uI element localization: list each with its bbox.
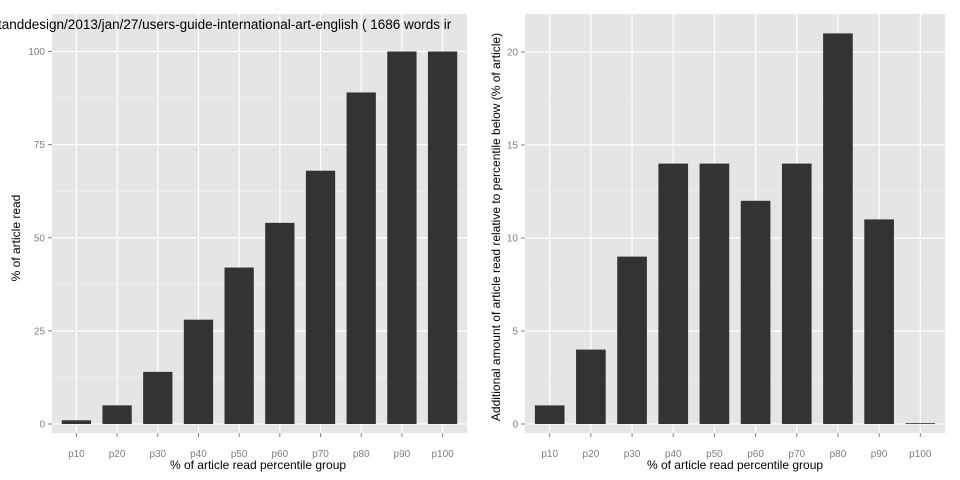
bar-p30	[617, 256, 647, 424]
y-tick-label: 0	[512, 420, 518, 431]
x-tick-label: p40	[665, 449, 682, 460]
bar-p50	[224, 267, 254, 424]
x-tick-label: p50	[231, 449, 248, 460]
y-tick-label: 15	[507, 141, 519, 152]
x-axis-title: % of article read percentile group	[170, 458, 346, 472]
bar-p10	[534, 405, 565, 424]
x-tick-label: p50	[706, 449, 723, 460]
bar-p10	[61, 420, 92, 424]
bar-p30	[143, 371, 173, 424]
bar-p50	[699, 163, 730, 424]
bar-p40	[658, 163, 689, 424]
x-tick-label: p10	[68, 449, 85, 460]
bar-p60	[265, 222, 295, 424]
bar-p100	[905, 423, 936, 424]
right-chart: 0 5 10 15 20 p10 p20 p30 p40 p50 p60 p70 p80 p90 p100…	[489, 14, 945, 472]
y-tick-label: 5	[512, 327, 518, 338]
y-tick-label: 0	[39, 420, 45, 431]
bar-p90	[864, 219, 894, 424]
x-axis-title: % of article read percentile group	[647, 458, 823, 472]
x-tick-label: p60	[271, 449, 288, 460]
x-tick-label: p80	[830, 449, 847, 460]
bar-p100	[427, 51, 458, 424]
bar-p40	[183, 319, 214, 424]
x-tick-label: p100	[909, 449, 932, 460]
x-tick-label: p30	[624, 449, 641, 460]
x-tick-label: p40	[190, 449, 207, 460]
bar-p20	[102, 405, 132, 424]
x-tick-label: p60	[747, 449, 764, 460]
x-tick-label: p30	[149, 449, 166, 460]
x-tick-label: p10	[541, 449, 558, 460]
y-axis-title: % of article read	[9, 195, 23, 282]
bar-p80	[346, 92, 376, 424]
bar-p20	[576, 349, 606, 424]
y-tick-label: 25	[34, 326, 46, 337]
x-tick-label: p20	[109, 449, 126, 460]
y-tick-label: 10	[507, 234, 519, 245]
bar-p90	[387, 51, 417, 424]
x-tick-label: p90	[394, 449, 411, 460]
y-tick-label: 100	[28, 47, 45, 58]
bar-p80	[823, 33, 853, 425]
bar-p60	[740, 200, 771, 424]
bar-p70	[305, 170, 336, 424]
y-tick-label: 20	[507, 48, 519, 59]
y-tick-label: 50	[34, 233, 46, 244]
x-tick-label: p70	[312, 449, 329, 460]
y-axis-title: Additional amount of article read relati…	[489, 33, 503, 421]
x-tick-label: p20	[583, 449, 600, 460]
x-tick-label: p90	[871, 449, 888, 460]
x-tick-label: p70	[788, 449, 805, 460]
chart-title: tanddesign/2013/jan/27/users-guide-inter…	[0, 17, 452, 32]
x-tick-label: p80	[353, 449, 370, 460]
left-chart: 0 25 50 75 100 p10 p20 p30 p40 p50 p60 p70 p80 p90 p1…	[0, 14, 467, 472]
y-tick-label: 75	[34, 140, 46, 151]
x-tick-label: p100	[431, 449, 454, 460]
bar-p70	[781, 163, 812, 424]
